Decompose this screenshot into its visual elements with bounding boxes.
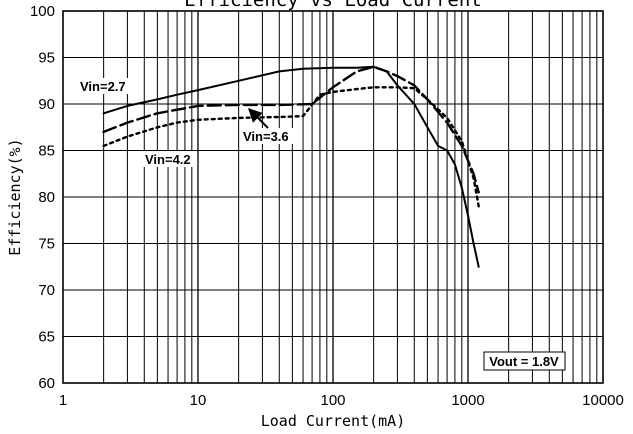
arrow-vin-3-6: [248, 108, 269, 129]
chart-title: Efficiency vs Load Current: [184, 0, 481, 11]
label-vin-3-6: Vin=3.6: [243, 129, 289, 144]
series-line-vin-4-2: [102, 86, 480, 208]
series-line-vin-3-6: [102, 65, 480, 194]
y-tick-label: 65: [38, 329, 55, 346]
x-tick-label: 100: [320, 392, 345, 409]
x-tick-label: 10: [190, 392, 207, 409]
x-tick-label: 10000: [582, 392, 624, 409]
y-tick-label: 60: [38, 375, 55, 392]
y-tick-label: 90: [38, 96, 55, 113]
x-axis-label: Load Current(mA): [261, 412, 406, 430]
label-vin-2-7: Vin=2.7: [80, 79, 126, 94]
y-tick-label: 75: [38, 236, 55, 253]
series-layer: [102, 65, 480, 268]
label-vin-4-2: Vin=4.2: [145, 152, 191, 167]
x-tick-labels: 1 10 100 1000 10000: [59, 392, 624, 409]
label-bg-vin-4-2: [143, 151, 195, 167]
y-tick-label: 95: [38, 50, 55, 67]
x-tick-label: 1: [59, 392, 67, 409]
plot-frame: [62, 10, 604, 384]
vout-box: [483, 351, 566, 371]
y-axis-label: Efficiency(%): [6, 138, 24, 255]
label-bg-vin-2-7: [78, 78, 130, 94]
y-tick-label: 80: [38, 189, 55, 206]
x-tick-label: 1000: [451, 392, 484, 409]
y-tick-label: 100: [30, 3, 55, 20]
y-tick-labels: 60 65 70 75 80 85 90 95 100: [30, 3, 55, 392]
y-tick-label: 85: [38, 143, 55, 160]
y-tick-label: 70: [38, 282, 55, 299]
grid: [63, 11, 603, 383]
vout-label: Vout = 1.8V: [489, 354, 559, 369]
label-bg-vin-3-6: [241, 128, 293, 144]
